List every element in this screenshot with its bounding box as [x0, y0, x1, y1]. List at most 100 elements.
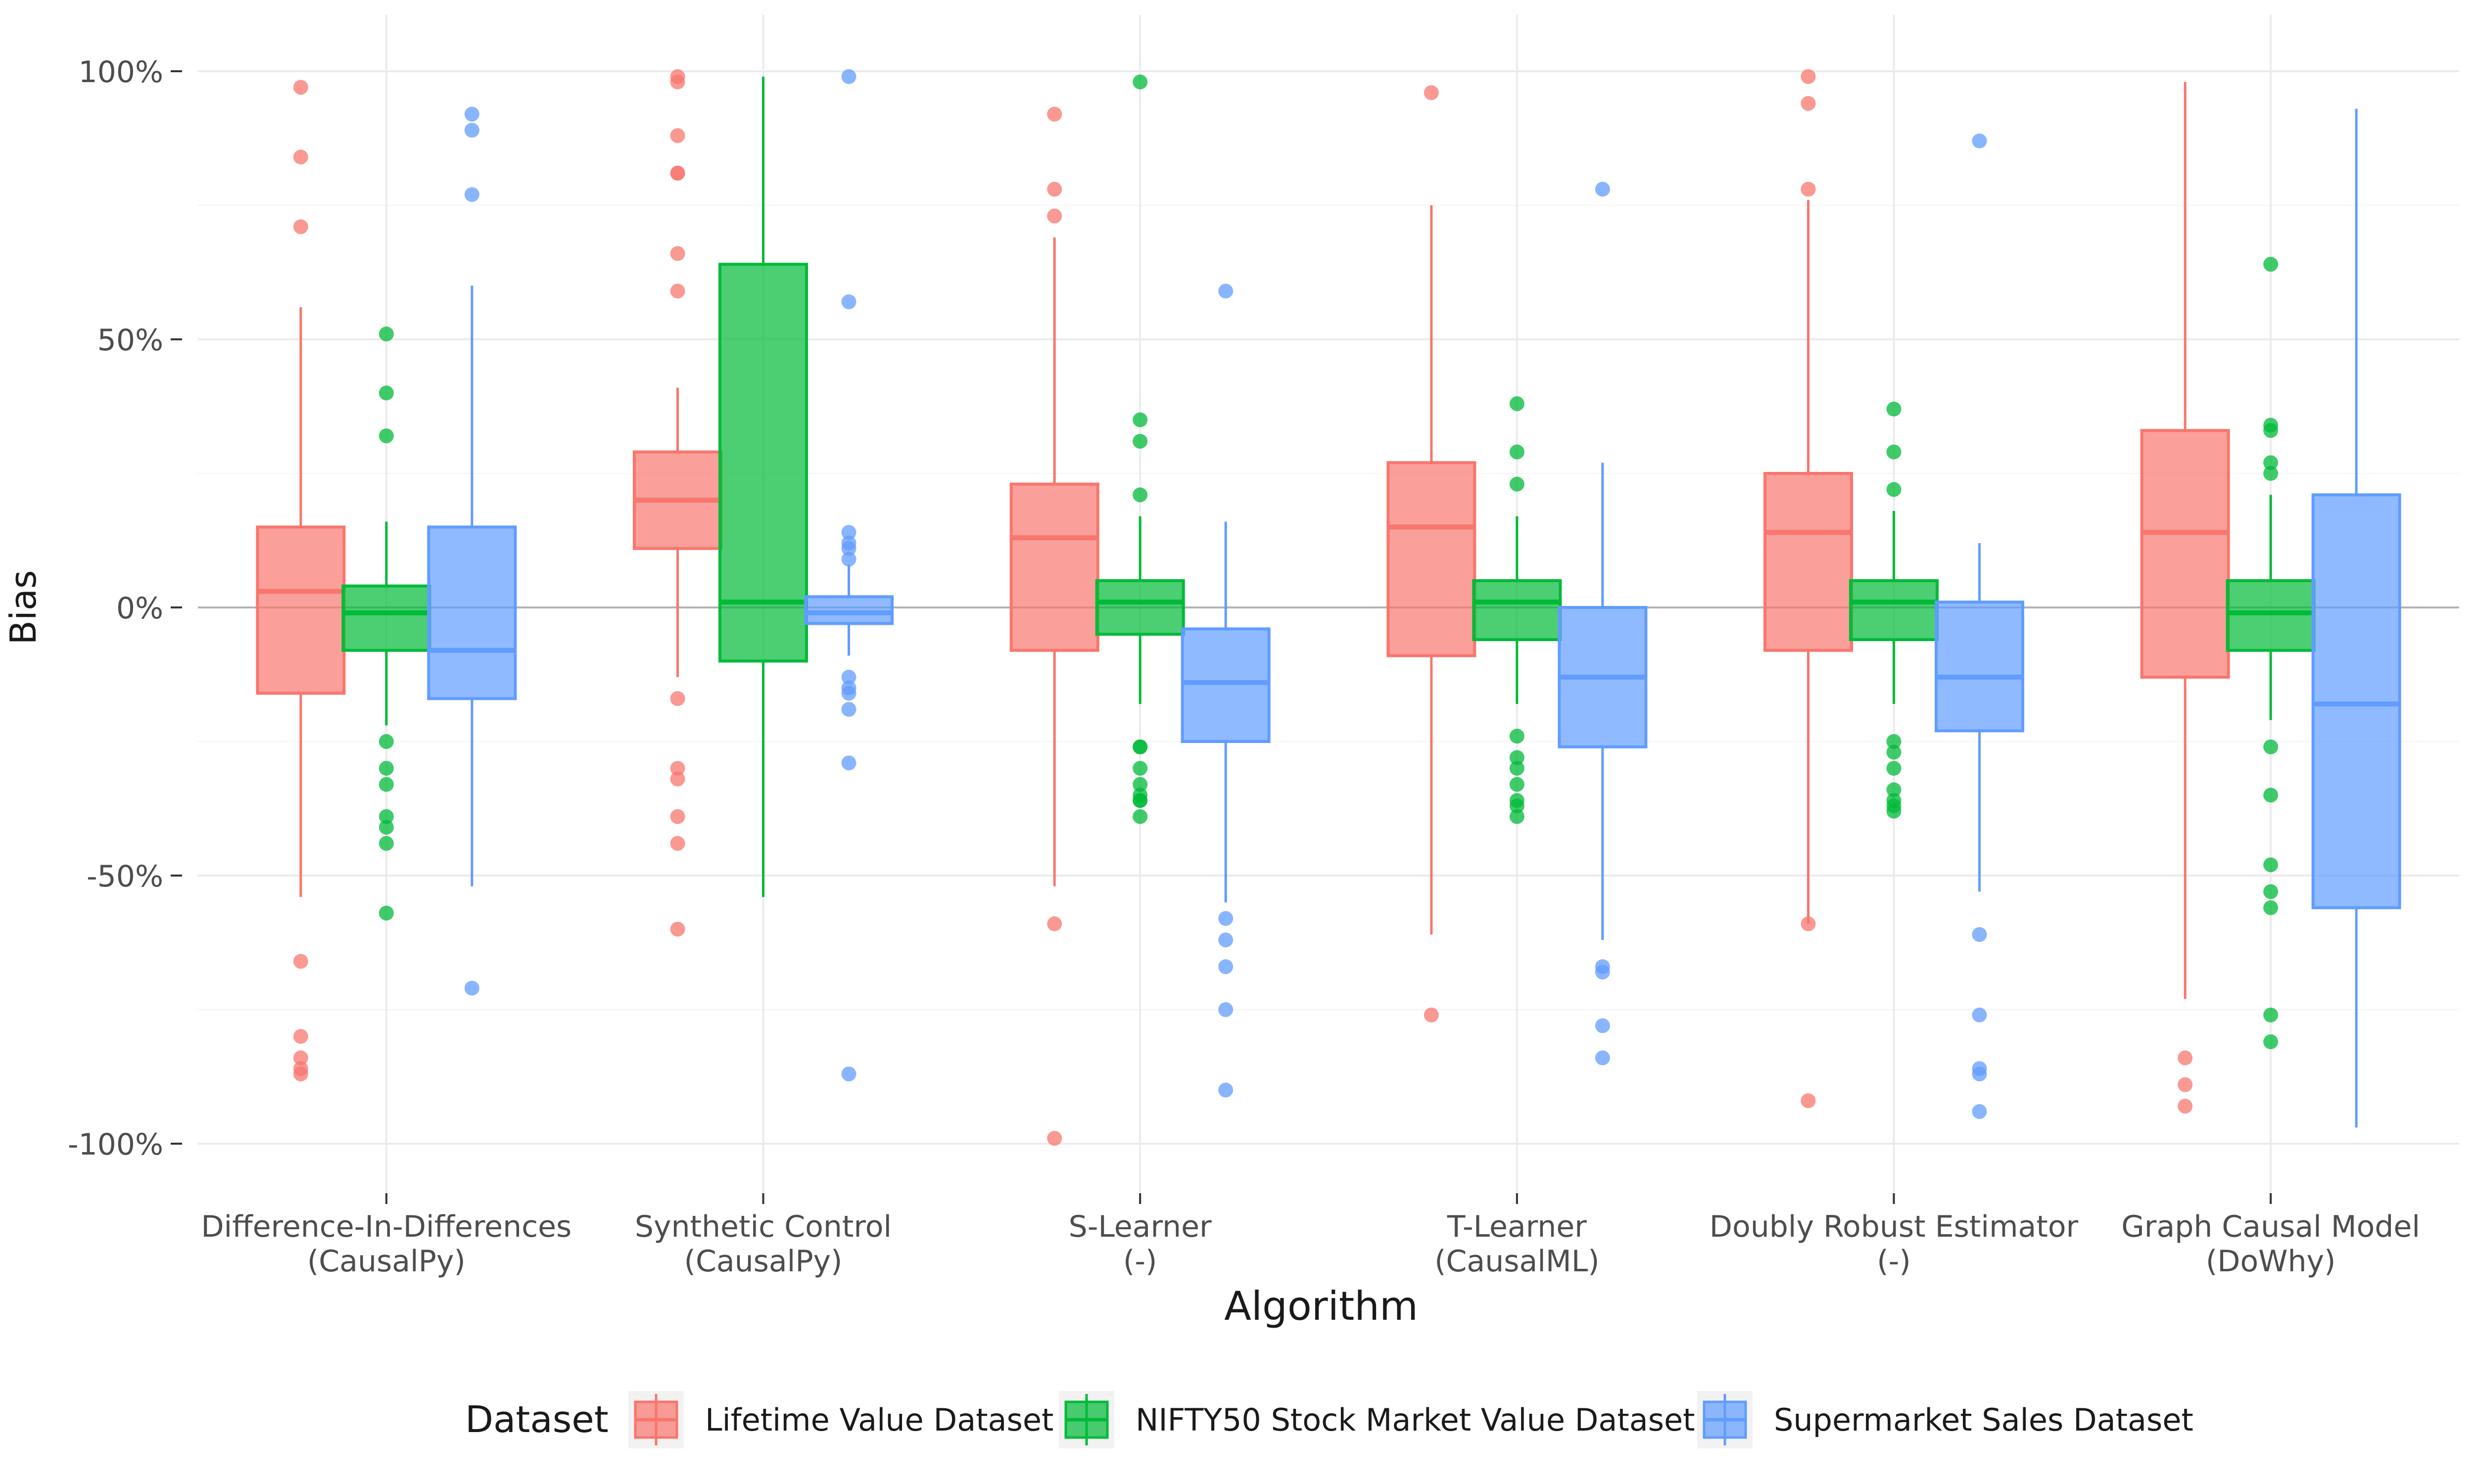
outlier-point	[2263, 423, 2279, 438]
outlier-point	[293, 80, 308, 95]
outlier-point	[379, 761, 394, 776]
outlier-point	[293, 954, 308, 969]
outlier-point	[464, 187, 479, 202]
legend-title: Dataset	[465, 1398, 609, 1441]
box-group	[633, 69, 722, 937]
outlier-point	[670, 246, 685, 261]
outlier-point	[464, 123, 479, 138]
box	[2226, 579, 2316, 652]
outlier-point	[841, 1067, 856, 1082]
box-group	[1763, 69, 1853, 1109]
box	[1181, 627, 1271, 743]
outlier-point	[379, 835, 394, 851]
outlier-point	[670, 128, 685, 143]
outlier-point	[1509, 750, 1524, 765]
box-group	[1935, 133, 2024, 1119]
legend-label: NIFTY50 Stock Market Value Dataset	[1136, 1402, 1695, 1438]
x-tick-sublabel: (CausalPy)	[684, 1244, 843, 1279]
box	[1763, 472, 1853, 652]
outlier-point	[1972, 133, 1987, 148]
legend-label: Lifetime Value Dataset	[705, 1402, 1053, 1438]
outlier-point	[841, 525, 856, 540]
plot-area	[256, 69, 2401, 1146]
x-tick-label: Difference-In-Differences	[201, 1209, 571, 1244]
outlier-point	[841, 541, 856, 556]
outlier-point	[1218, 1082, 1234, 1098]
outlier-point	[293, 219, 308, 234]
outlier-point	[1218, 1002, 1234, 1017]
outlier-point	[379, 777, 394, 792]
box	[341, 584, 431, 652]
outlier-point	[1886, 761, 1902, 776]
x-tick-label: Synthetic Control	[635, 1209, 892, 1244]
box-group	[427, 106, 517, 996]
outlier-point	[1801, 916, 1816, 931]
outlier-point	[841, 669, 856, 685]
outlier-point	[1801, 182, 1816, 197]
legend-label: Supermarket Sales Dataset	[1774, 1402, 2193, 1438]
x-tick-sublabel: (CausalML)	[1434, 1244, 1599, 1279]
outlier-point	[1972, 1104, 1987, 1119]
outlier-point	[2263, 1034, 2279, 1050]
box	[1935, 601, 2024, 733]
outlier-point	[293, 1050, 308, 1066]
outlier-point	[841, 294, 856, 310]
box	[427, 525, 517, 700]
outlier-point	[1509, 777, 1524, 792]
outlier-point	[1047, 208, 1062, 224]
outlier-point	[1886, 482, 1902, 497]
y-tick-label: -100%	[68, 1127, 163, 1162]
outlier-point	[2263, 1007, 2279, 1022]
outlier-point	[1047, 106, 1062, 122]
box	[1009, 482, 1099, 652]
box-group	[804, 69, 894, 1082]
box	[2140, 429, 2230, 679]
outlier-point	[1133, 487, 1148, 503]
outlier-point	[670, 691, 685, 706]
outlier-point	[2263, 900, 2279, 916]
outlier-point	[1595, 965, 1610, 980]
outlier-point	[2178, 1077, 2193, 1092]
outlier-point	[1047, 182, 1062, 197]
x-tick-sublabel: (-)	[1877, 1244, 1910, 1279]
outlier-point	[670, 283, 685, 299]
box-group	[1009, 106, 1099, 1146]
outlier-point	[1133, 739, 1148, 754]
outlier-point	[2178, 1099, 2193, 1114]
outlier-point	[1133, 777, 1148, 792]
outlier-point	[670, 809, 685, 824]
outlier-point	[670, 165, 685, 181]
outlier-point	[1595, 1018, 1610, 1033]
outlier-point	[1801, 1093, 1816, 1109]
outlier-point	[1886, 744, 1902, 760]
box-group	[341, 326, 431, 921]
outlier-point	[379, 905, 394, 921]
x-axis: Difference-In-Differences(CausalPy)Synth…	[201, 1193, 2420, 1279]
outlier-point	[841, 552, 856, 567]
x-tick-sublabel: (-)	[1123, 1244, 1157, 1279]
outlier-point	[670, 771, 685, 787]
outlier-point	[1218, 283, 1234, 299]
outlier-point	[1133, 412, 1148, 427]
outlier-point	[1424, 85, 1439, 100]
outlier-point	[1509, 729, 1524, 744]
y-tick-label: 100%	[78, 55, 163, 90]
outlier-point	[1509, 761, 1524, 776]
outlier-point	[1886, 401, 1902, 417]
y-axis: 100% 50% 0% -50% -100%	[68, 55, 182, 1162]
outlier-point	[1801, 96, 1816, 111]
box	[718, 263, 808, 663]
y-tick-label: 0%	[116, 591, 163, 626]
outlier-point	[2263, 455, 2279, 470]
x-tick-sublabel: (CausalPy)	[307, 1244, 466, 1279]
outlier-point	[1972, 1007, 1987, 1022]
outlier-point	[670, 835, 685, 851]
outlier-point	[379, 820, 394, 835]
box-group	[2311, 108, 2401, 1128]
outlier-point	[1509, 396, 1524, 412]
x-tick-label: T-Learner	[1447, 1209, 1587, 1244]
outlier-point	[1047, 916, 1062, 931]
box	[804, 595, 894, 625]
outlier-point	[1424, 1007, 1439, 1022]
y-tick-label: 50%	[97, 323, 163, 358]
